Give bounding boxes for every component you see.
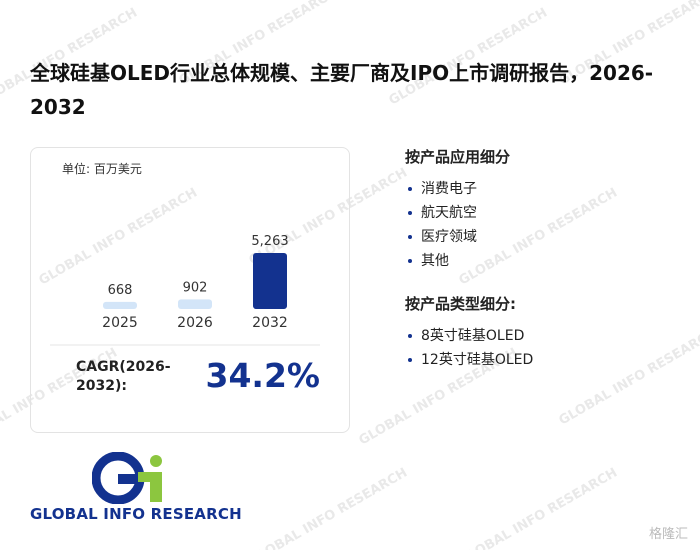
bar — [103, 301, 137, 309]
segment: 按产品类型细分: 8英寸硅基OLED 12英寸硅基OLED — [405, 293, 685, 372]
logo-name: GLOBAL INFO RESEARCH — [30, 505, 242, 523]
segment-item: 12英寸硅基OLED — [408, 348, 685, 372]
summary-card — [30, 147, 350, 433]
segment-list: 8英寸硅基OLED 12英寸硅基OLED — [405, 324, 685, 372]
bar — [253, 253, 287, 309]
segment: 按产品应用细分消费电子 航天航空 医疗领域 其他 — [405, 146, 685, 273]
watermark-text: GLOBAL INFO RESEARCH — [457, 465, 620, 550]
segment-item: 消费电子 — [408, 177, 685, 201]
cagr-value: 34.2% — [205, 356, 321, 395]
unit-label: 单位: 百万美元 — [62, 161, 142, 176]
value-label: 668 — [108, 283, 133, 298]
segment-heading: 按产品类型细分: — [405, 295, 516, 313]
bar-chart: 单位: 百万美元 668 2025 902 2026 5,263 2032 — [50, 161, 320, 346]
cagr-label: CAGR(2026-2032): — [76, 359, 171, 394]
logo-mark — [92, 452, 162, 504]
category-label: 2026 — [177, 315, 213, 331]
value-label: 5,263 — [251, 234, 288, 249]
segment-heading: 按产品应用细分 — [405, 148, 511, 166]
segment-item: 航天航空 — [408, 201, 685, 225]
category-label: 2025 — [102, 315, 138, 331]
segments: 按产品应用细分消费电子 航天航空 医疗领域 其他按产品类型细分: 8英寸硅基OLED 12… — [405, 146, 685, 392]
value-label: 902 — [183, 280, 208, 295]
segment-item: 8英寸硅基OLED — [408, 324, 685, 348]
bar — [178, 299, 212, 309]
corner-watermark: 格隆汇 — [648, 527, 688, 542]
category-label: 2032 — [252, 315, 288, 331]
watermark-text: GLOBAL INFO RESEARCH — [247, 465, 410, 550]
segment-list: 消费电子 航天航空 医疗领域 其他 — [405, 177, 685, 273]
segment-item: 医疗领域 — [408, 225, 685, 249]
report-title: 全球硅基OLED行业总体规模、主要厂商及IPO上市调研报告，2026-2032 — [30, 61, 654, 119]
segment-item: 其他 — [408, 249, 685, 273]
